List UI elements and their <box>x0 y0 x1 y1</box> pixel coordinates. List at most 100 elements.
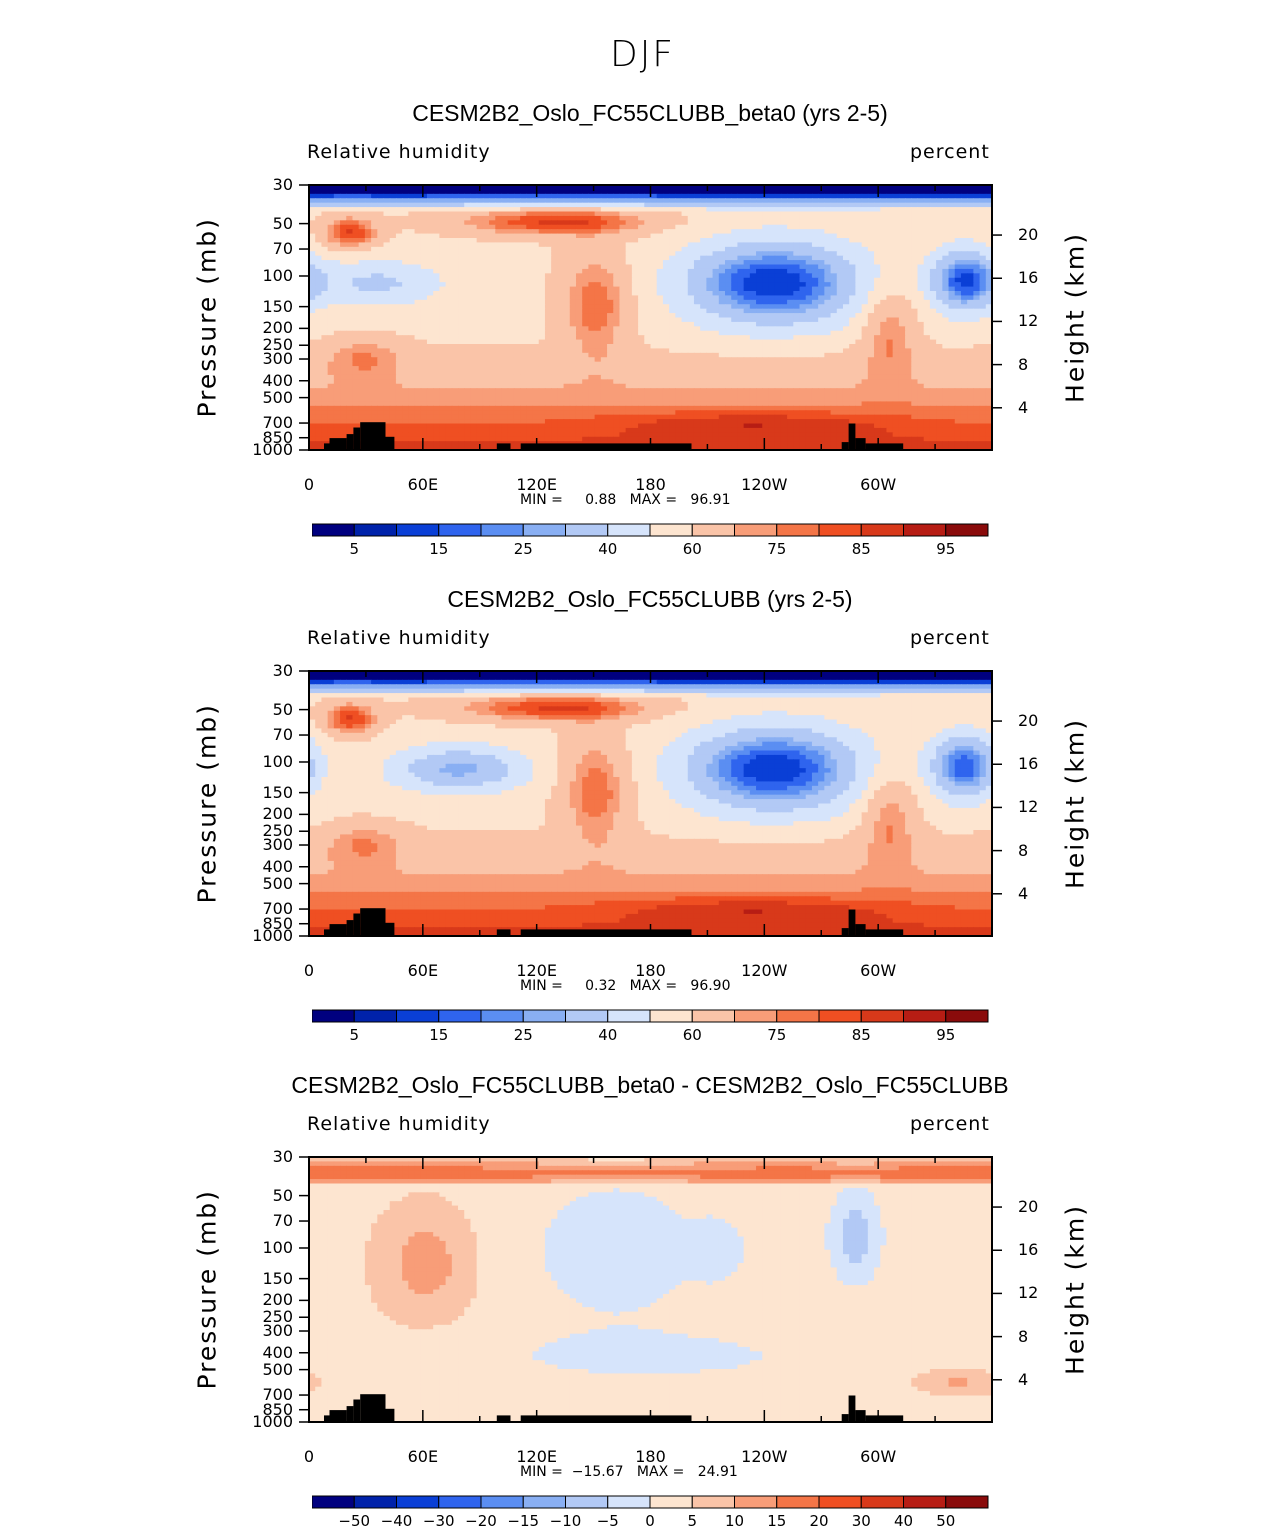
contour-cell <box>607 339 614 345</box>
contour-cell <box>395 313 403 319</box>
contour-cell <box>693 198 701 204</box>
contour-cell <box>364 229 372 235</box>
contour-cell <box>656 255 664 261</box>
contour-cell <box>333 291 341 297</box>
contour-cell <box>830 255 838 261</box>
contour-cell <box>389 185 397 191</box>
contour-cell <box>569 224 577 230</box>
contour-cell <box>805 335 813 341</box>
contour-cell <box>942 189 950 195</box>
contour-cell <box>936 215 943 221</box>
contour-cell <box>569 238 577 244</box>
contour-cell <box>762 220 770 226</box>
contour-cell <box>960 326 968 332</box>
contour-cell <box>600 348 608 354</box>
contour-cell <box>967 246 974 252</box>
contour-cell <box>389 220 397 226</box>
contour-cell <box>631 264 639 270</box>
contour-cell <box>842 370 850 376</box>
contour-cell <box>458 220 465 226</box>
contour-cell <box>936 264 943 270</box>
contour-cell <box>507 308 515 314</box>
contour-cell <box>613 282 621 288</box>
contour-cell <box>625 344 633 350</box>
contour-cell <box>402 202 409 208</box>
contour-cell <box>352 321 360 327</box>
contour-cell <box>979 308 987 314</box>
contour-cell <box>395 229 403 235</box>
contour-cell <box>395 317 403 323</box>
contour-cell <box>824 277 832 283</box>
contour-cell <box>967 238 974 244</box>
contour-cell <box>557 361 565 367</box>
contour-cell <box>426 185 434 191</box>
contour-cell <box>650 273 658 279</box>
contour-cell <box>867 198 875 204</box>
contour-cell <box>507 366 515 372</box>
contour-cell <box>824 189 832 195</box>
contour-cell <box>923 366 931 372</box>
contour-cell <box>501 291 509 297</box>
contour-cell <box>712 193 720 199</box>
contour-cell <box>805 273 813 279</box>
contour-cell <box>768 299 776 305</box>
contour-cell <box>861 282 869 288</box>
contour-cell <box>340 229 347 235</box>
contour-cell <box>420 286 428 292</box>
contour-cell <box>402 295 409 301</box>
contour-cell <box>749 313 757 319</box>
contour-cell <box>538 202 546 208</box>
contour-cell <box>861 211 869 217</box>
contour-cell <box>395 352 403 358</box>
contour-cell <box>321 286 329 292</box>
contour-cell <box>638 202 645 208</box>
contour-cell <box>954 268 962 274</box>
contour-cell <box>979 326 987 332</box>
contour-cell <box>607 357 614 363</box>
contour-cell <box>340 211 347 217</box>
contour-cell <box>867 366 875 372</box>
contour-cell <box>811 344 819 350</box>
contour-cell <box>669 229 676 235</box>
contour-cell <box>575 264 583 270</box>
contour-cell <box>681 264 689 270</box>
contour-cell <box>588 370 596 376</box>
contour-cell <box>327 291 335 297</box>
contour-cell <box>507 361 515 367</box>
contour-cell <box>433 286 440 292</box>
contour-cell <box>346 229 354 235</box>
contour-cell <box>520 268 527 274</box>
contour-cell <box>557 326 565 332</box>
contour-cell <box>979 207 987 213</box>
contour-cell <box>979 193 987 199</box>
contour-cell <box>625 202 633 208</box>
contour-cell <box>346 233 354 239</box>
contour-cell <box>644 352 652 358</box>
contour-cell <box>867 348 875 354</box>
contour-cell <box>364 282 372 288</box>
contour-cell <box>954 282 962 288</box>
contour-cell <box>426 273 434 279</box>
contour-cell <box>849 268 856 274</box>
contour-cell <box>439 268 447 274</box>
contour-cell <box>631 260 639 266</box>
contour-cell <box>985 264 993 270</box>
contour-cell <box>706 273 714 279</box>
contour-cell <box>675 268 683 274</box>
contour-cell <box>613 255 621 261</box>
contour-cell <box>482 339 490 345</box>
contour-cell <box>327 268 335 274</box>
contour-cell <box>420 321 428 327</box>
contour-cell <box>482 251 490 257</box>
contour-cell <box>464 202 472 208</box>
contour-cell <box>780 224 788 230</box>
contour-cell <box>389 229 397 235</box>
contour-cell <box>780 344 788 350</box>
contour-cell <box>625 220 633 226</box>
contour-cell <box>917 361 925 367</box>
contour-cell <box>836 255 844 261</box>
contour-cell <box>575 330 583 336</box>
contour-cell <box>507 286 515 292</box>
contour-cell <box>607 220 614 226</box>
contour-cell <box>588 321 596 327</box>
